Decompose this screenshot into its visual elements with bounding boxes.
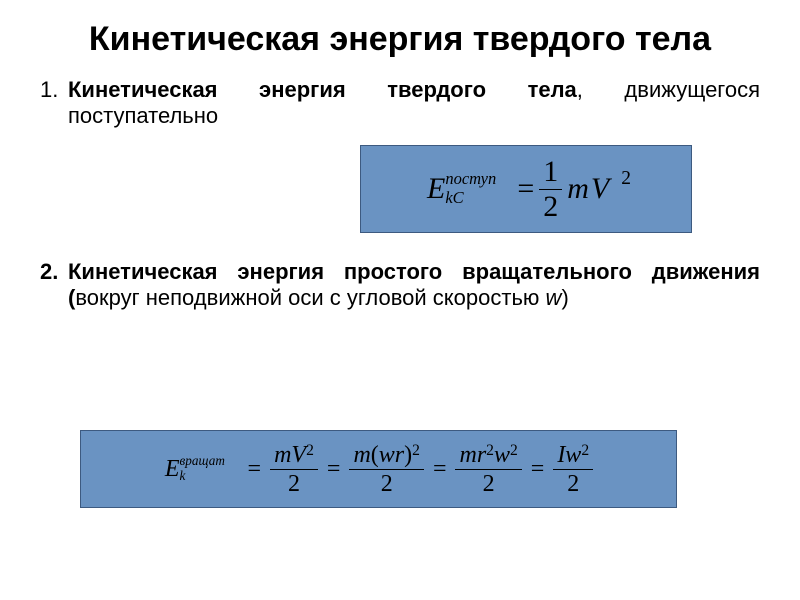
- numerator: Iw2: [553, 443, 593, 470]
- item-close: ): [561, 285, 568, 310]
- equation: E поступ kС = 1 2 m V 2: [421, 157, 631, 222]
- item-bold-lead: Кинетическая энергия твердого тела: [68, 77, 577, 102]
- fraction: 1 2: [539, 157, 562, 222]
- item-body: Кинетическая энергия простого вращательн…: [68, 259, 760, 311]
- item-number: 1.: [40, 77, 68, 103]
- formula-translational: E поступ kС = 1 2 m V 2: [360, 145, 692, 233]
- numerator: m(wr)2: [349, 443, 424, 470]
- slide: Кинетическая энергия твердого тела 1. Ки…: [0, 0, 800, 600]
- equation: E вращат k = mV2 2 = m(wr)2 2 = mr2w2 2 …: [161, 443, 596, 496]
- fraction: Iw2 2: [553, 443, 593, 496]
- formula-rotational: E вращат k = mV2 2 = m(wr)2 2 = mr2w2 2 …: [80, 430, 677, 508]
- equals-sign: =: [517, 172, 534, 206]
- subscript: k: [180, 468, 186, 484]
- energy-symbol: E поступ kС: [427, 172, 445, 206]
- list-item-1: 1. Кинетическая энергия твердого тела, д…: [40, 77, 760, 129]
- velocity-symbol: V: [591, 172, 609, 206]
- item-rest: вокруг неподвижной оси с угловой скорост…: [75, 285, 545, 310]
- exponent: 2: [621, 168, 631, 190]
- subscript: kС: [445, 188, 463, 208]
- superscript: поступ: [445, 169, 496, 189]
- equals-sign: =: [531, 456, 545, 483]
- equals-sign: =: [248, 456, 262, 483]
- denominator: 2: [539, 190, 562, 222]
- mass-symbol: m: [567, 172, 589, 206]
- numerator: mV2: [270, 443, 318, 470]
- denominator: 2: [563, 470, 583, 496]
- equals-sign: =: [433, 456, 447, 483]
- list-item-2: 2. Кинетическая энергия простого вращате…: [40, 259, 760, 311]
- fraction: mr2w2 2: [455, 443, 521, 496]
- item-body: Кинетическая энергия твердого тела, движ…: [68, 77, 760, 129]
- energy-symbol: E вращат k: [165, 456, 180, 483]
- item-number: 2.: [40, 259, 68, 285]
- item-italic: w: [546, 285, 562, 310]
- fraction: mV2 2: [270, 443, 318, 496]
- denominator: 2: [479, 470, 499, 496]
- numerator: 1: [539, 157, 562, 190]
- superscript: вращат: [180, 453, 225, 469]
- equals-sign: =: [327, 456, 341, 483]
- denominator: 2: [284, 470, 304, 496]
- fraction: m(wr)2 2: [349, 443, 424, 496]
- denominator: 2: [377, 470, 397, 496]
- numerator: mr2w2: [455, 443, 521, 470]
- page-title: Кинетическая энергия твердого тела: [40, 20, 760, 59]
